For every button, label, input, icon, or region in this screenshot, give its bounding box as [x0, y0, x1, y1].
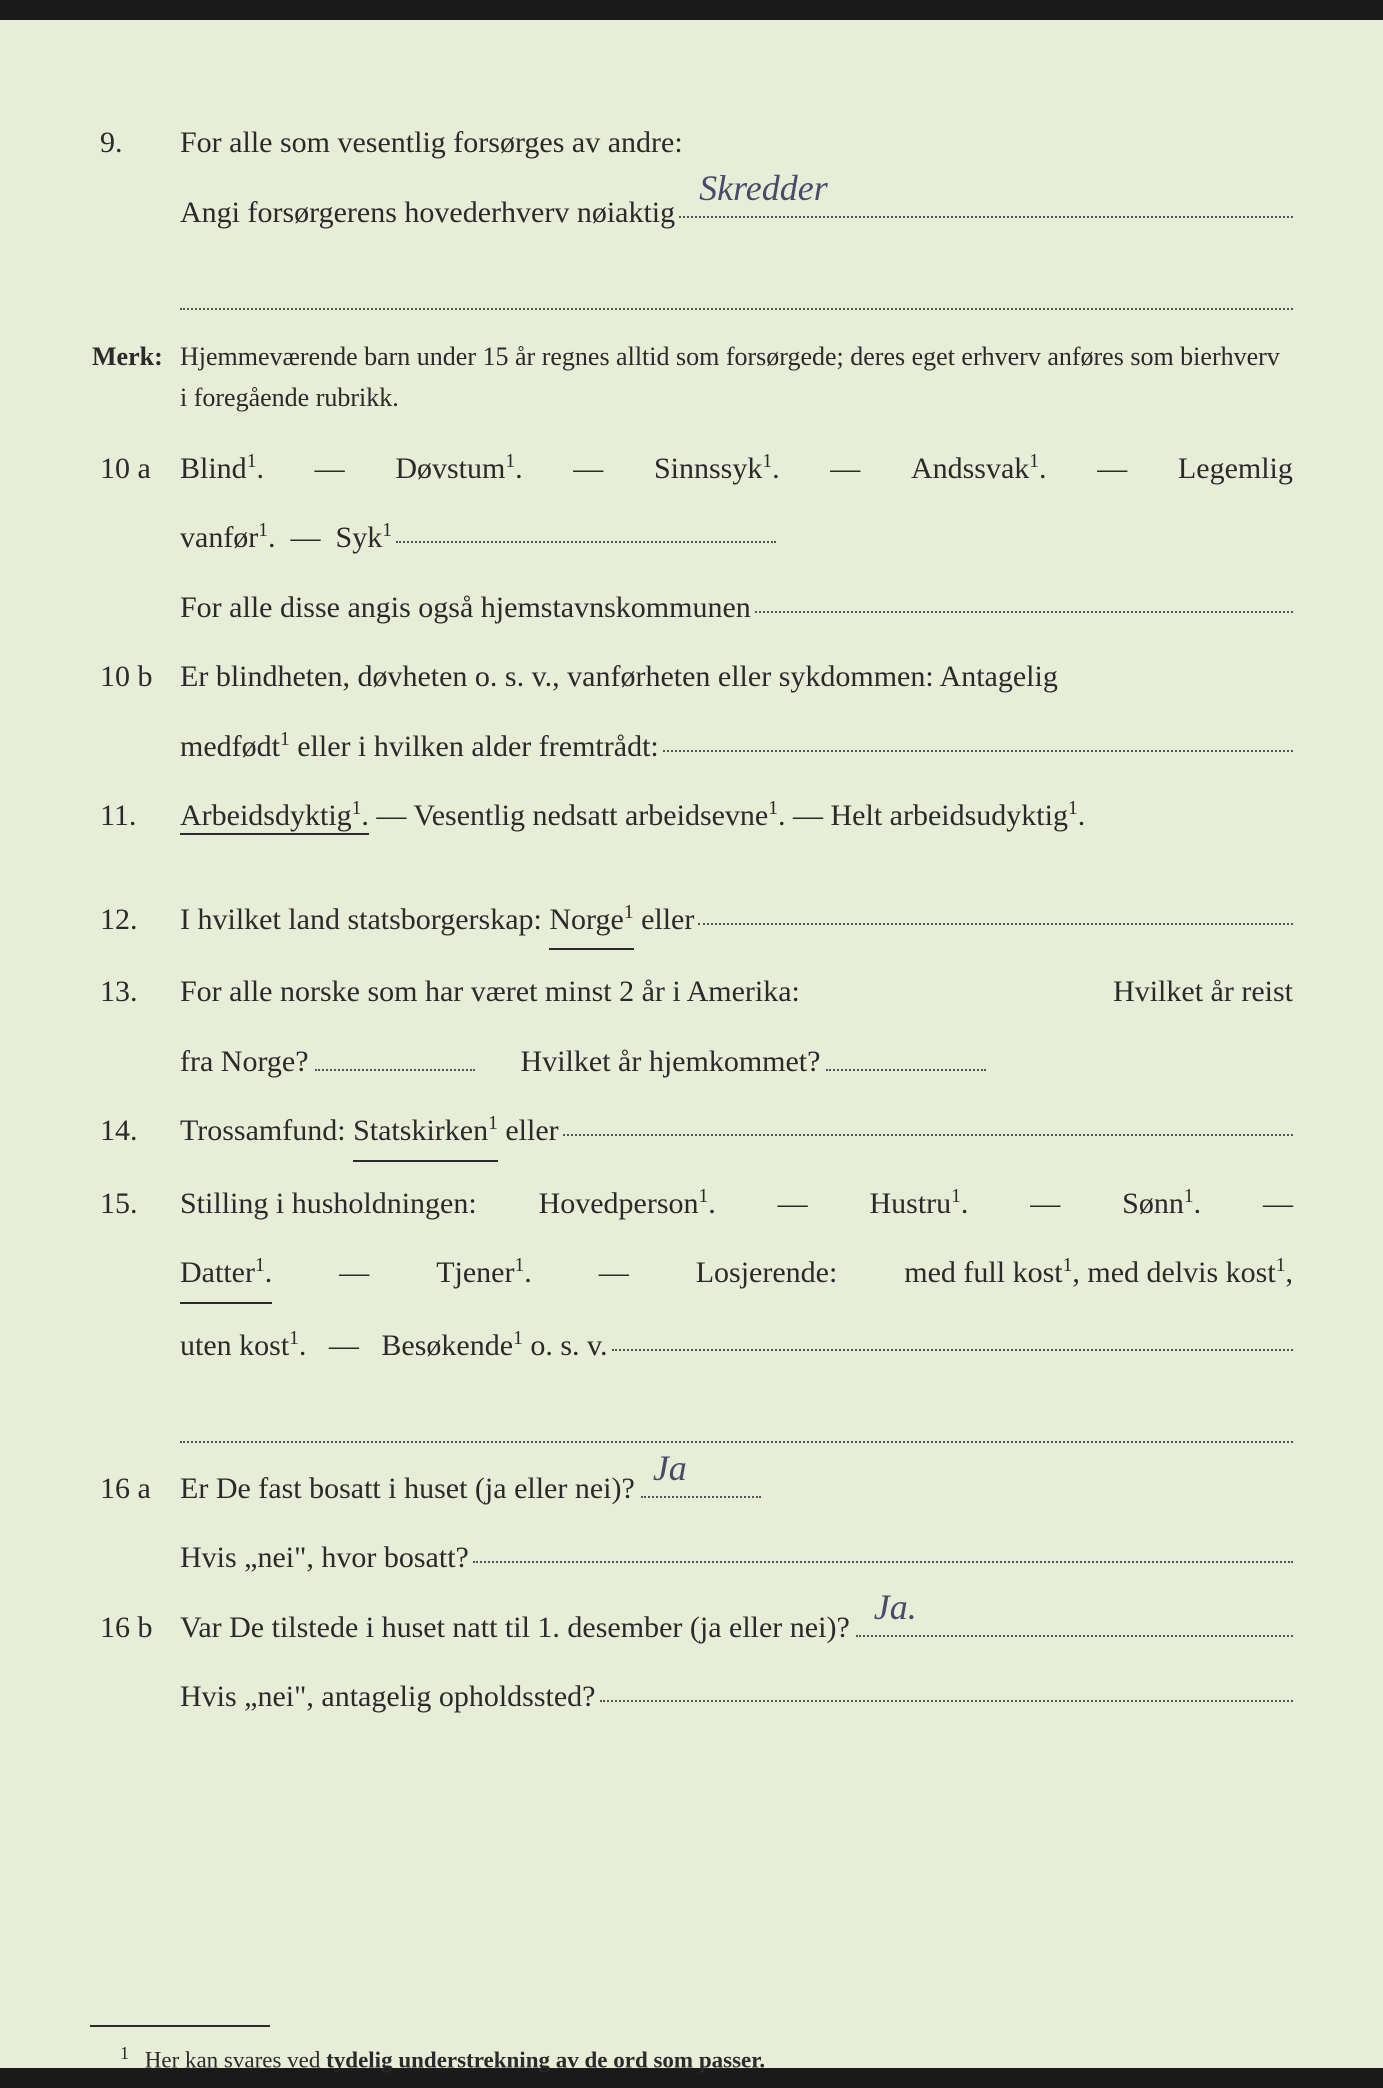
q16b-line1: 16 b Var De tilstede i huset natt til 1.…	[90, 1600, 1293, 1656]
q11: 11. Arbeidsdyktig1. — Vesentlig nedsatt …	[90, 788, 1293, 844]
q10b-number: 10 b	[90, 649, 180, 705]
q13-text2b: Hvilket år hjemkommet?	[521, 1034, 821, 1090]
q13-line1: 13. For alle norske som har været minst …	[90, 964, 1293, 1020]
footnote-text-a: Her kan svares ved	[145, 2047, 326, 2072]
q14-number: 14.	[90, 1103, 180, 1159]
q11-text: Arbeidsdyktig1. — Vesentlig nedsatt arbe…	[180, 788, 1293, 844]
q9-answer-line: Skredder	[679, 216, 1293, 218]
q15-text2: Datter1. — Tjener1. — Losjerende: med fu…	[180, 1245, 1293, 1304]
q16b-text2: Hvis „nei", antagelig opholdssted?	[180, 1669, 596, 1725]
q15-line3: uten kost1. — Besøkende1 o. s. v.	[90, 1318, 1293, 1374]
merk-note: Merk: Hjemmeværende barn under 15 år reg…	[90, 336, 1293, 419]
q9-line2: Angi forsørgerens hovederhverv nøiaktig …	[90, 185, 1293, 241]
q9-handwritten-answer: Skredder	[699, 155, 828, 222]
q13-text2a: fra Norge?	[180, 1034, 309, 1090]
q10b-text1: Er blindheten, døvheten o. s. v., vanfør…	[180, 649, 1293, 705]
footnote-rule	[90, 2025, 270, 2027]
q15-blank-line	[180, 1387, 1293, 1443]
q16b-text1: Var De tilstede i huset natt til 1. dese…	[180, 1600, 850, 1656]
q13-text1: For alle norske som har været minst 2 år…	[180, 964, 1293, 1020]
q12-norge-underlined: Norge1	[549, 892, 633, 951]
q9-blank-line	[180, 254, 1293, 310]
q16b-answer: Ja.	[874, 1574, 917, 1641]
q9-text2: Angi forsørgerens hovederhverv nøiaktig	[180, 185, 675, 241]
q10a-text3: For alle disse angis også hjemstavnskomm…	[180, 580, 751, 636]
q12-number: 12.	[90, 892, 180, 948]
q15-text1: Stilling i husholdningen: Hovedperson1. …	[180, 1176, 1293, 1232]
document-page: 9. For alle som vesentlig forsørges av a…	[0, 20, 1383, 2068]
q15-number: 15.	[90, 1176, 180, 1232]
q10b-text2: medfødt1 eller i hvilken alder fremtrådt…	[180, 719, 659, 775]
q15-text3: uten kost1. — Besøkende1 o. s. v.	[180, 1318, 608, 1374]
q13-number: 13.	[90, 964, 180, 1020]
q14-pre: Trossamfund:	[180, 1103, 353, 1159]
footnote: 1 Her kan svares ved tydelig understrekn…	[90, 2037, 1293, 2082]
q14-statskirken-underlined: Statskirken1	[353, 1103, 498, 1162]
q13-line2: fra Norge? Hvilket år hjemkommet?	[90, 1034, 1293, 1090]
q16a-line1: 16 a Er De fast bosatt i huset (ja eller…	[90, 1461, 1293, 1517]
q10a-text2: vanfør1. — Syk1	[180, 510, 392, 566]
q10a-text1: Blind1. — Døvstum1. — Sinnssyk1. — Andss…	[180, 441, 1293, 497]
q12-pre: I hvilket land statsborgerskap:	[180, 892, 549, 948]
q16b-line2: Hvis „nei", antagelig opholdssted?	[90, 1669, 1293, 1725]
q15-datter-underlined: Datter1.	[180, 1245, 272, 1304]
q16a-text2: Hvis „nei", hvor bosatt?	[180, 1530, 469, 1586]
q10a-line1: 10 a Blind1. — Døvstum1. — Sinnssyk1. — …	[90, 441, 1293, 497]
q9-line1: 9. For alle som vesentlig forsørges av a…	[90, 115, 1293, 171]
q14-post: eller	[498, 1103, 559, 1159]
q15-line2: Datter1. — Tjener1. — Losjerende: med fu…	[90, 1245, 1293, 1304]
q15-line1: 15. Stilling i husholdningen: Hovedperso…	[90, 1176, 1293, 1232]
merk-text: Hjemmeværende barn under 15 år regnes al…	[180, 336, 1293, 419]
q16a-number: 16 a	[90, 1461, 180, 1517]
q9-number: 9.	[90, 115, 180, 171]
q10a-line3: For alle disse angis også hjemstavnskomm…	[90, 580, 1293, 636]
q14: 14. Trossamfund: Statskirken1 eller	[90, 1103, 1293, 1162]
merk-label: Merk:	[90, 336, 180, 419]
q16b-number: 16 b	[90, 1600, 180, 1656]
q12-post: eller	[634, 892, 695, 948]
q11-number: 11.	[90, 788, 180, 844]
footnote-number: 1	[120, 2043, 129, 2063]
q16a-text1: Er De fast bosatt i huset (ja eller nei)…	[180, 1461, 635, 1517]
q10a-number: 10 a	[90, 441, 180, 497]
q12: 12. I hvilket land statsborgerskap: Norg…	[90, 892, 1293, 951]
q10b-line1: 10 b Er blindheten, døvheten o. s. v., v…	[90, 649, 1293, 705]
q16a-line2: Hvis „nei", hvor bosatt?	[90, 1530, 1293, 1586]
q11-arbeidsdyktig-underlined: Arbeidsdyktig1.	[180, 799, 369, 835]
q16a-answer: Ja	[653, 1435, 687, 1502]
footnote-text-b: tydelig understrekning av de ord som pas…	[326, 2047, 765, 2072]
q10a-line2: vanfør1. — Syk1	[90, 510, 1293, 566]
q10b-line2: medfødt1 eller i hvilken alder fremtrådt…	[90, 719, 1293, 775]
